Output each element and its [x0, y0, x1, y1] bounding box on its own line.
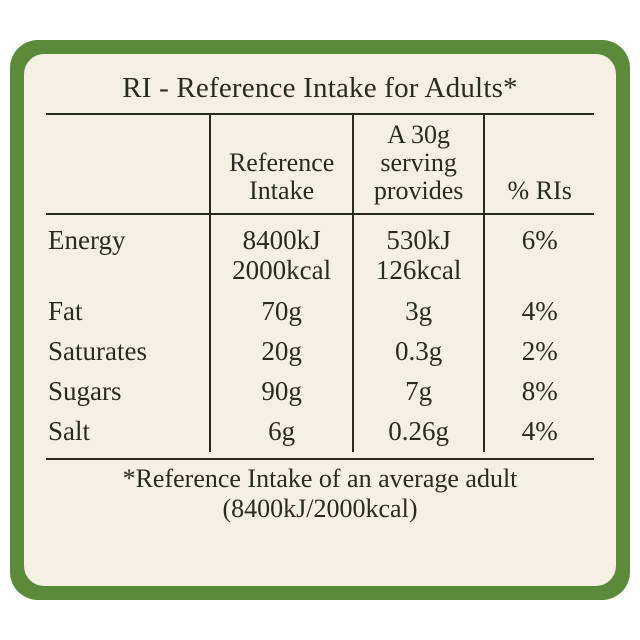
cell-ref: 20g	[210, 331, 352, 371]
table-header-row: Reference Intake A 30g serving provides …	[46, 115, 594, 214]
table-row: Fat 70g 3g 4%	[46, 291, 594, 331]
cell-ref: 6g	[210, 411, 352, 451]
rule-bottom	[46, 458, 594, 460]
col-header-ri: % RIs	[484, 115, 594, 214]
nutrition-table: Reference Intake A 30g serving provides …	[46, 115, 594, 452]
col-header-reference: Reference Intake	[210, 115, 352, 214]
col-header-serving: A 30g serving provides	[353, 115, 485, 214]
cell-ref: 90g	[210, 371, 352, 411]
cell-serv: 530kJ 126kcal	[353, 214, 485, 290]
table-row: Sugars 90g 7g 8%	[46, 371, 594, 411]
col-header-blank	[46, 115, 210, 214]
row-label: Fat	[46, 291, 210, 331]
row-label: Sugars	[46, 371, 210, 411]
cell-serv: 0.3g	[353, 331, 485, 371]
nutrition-panel: RI - Reference Intake for Adults* Refere…	[24, 54, 616, 586]
table-row: Energy 8400kJ 2000kcal 530kJ 126kcal 6%	[46, 214, 594, 290]
row-label: Energy	[46, 214, 210, 290]
row-label: Saturates	[46, 331, 210, 371]
cell-serv: 7g	[353, 371, 485, 411]
cell-ri: 2%	[484, 331, 594, 371]
cell-serv: 3g	[353, 291, 485, 331]
cell-ref: 8400kJ 2000kcal	[210, 214, 352, 290]
cell-ri: 4%	[484, 411, 594, 451]
cell-ri: 6%	[484, 214, 594, 290]
table-row: Salt 6g 0.26g 4%	[46, 411, 594, 451]
table-row: Saturates 20g 0.3g 2%	[46, 331, 594, 371]
footnote: *Reference Intake of an average adult (8…	[46, 464, 594, 524]
footnote-line1: *Reference Intake of an average adult	[123, 464, 518, 493]
footnote-line2: (8400kJ/2000kcal)	[223, 494, 418, 523]
cell-ref: 70g	[210, 291, 352, 331]
cell-ri: 4%	[484, 291, 594, 331]
panel-title: RI - Reference Intake for Adults*	[46, 72, 594, 105]
nutrition-panel-frame: RI - Reference Intake for Adults* Refere…	[10, 40, 630, 600]
row-label: Salt	[46, 411, 210, 451]
cell-ri: 8%	[484, 371, 594, 411]
cell-serv: 0.26g	[353, 411, 485, 451]
